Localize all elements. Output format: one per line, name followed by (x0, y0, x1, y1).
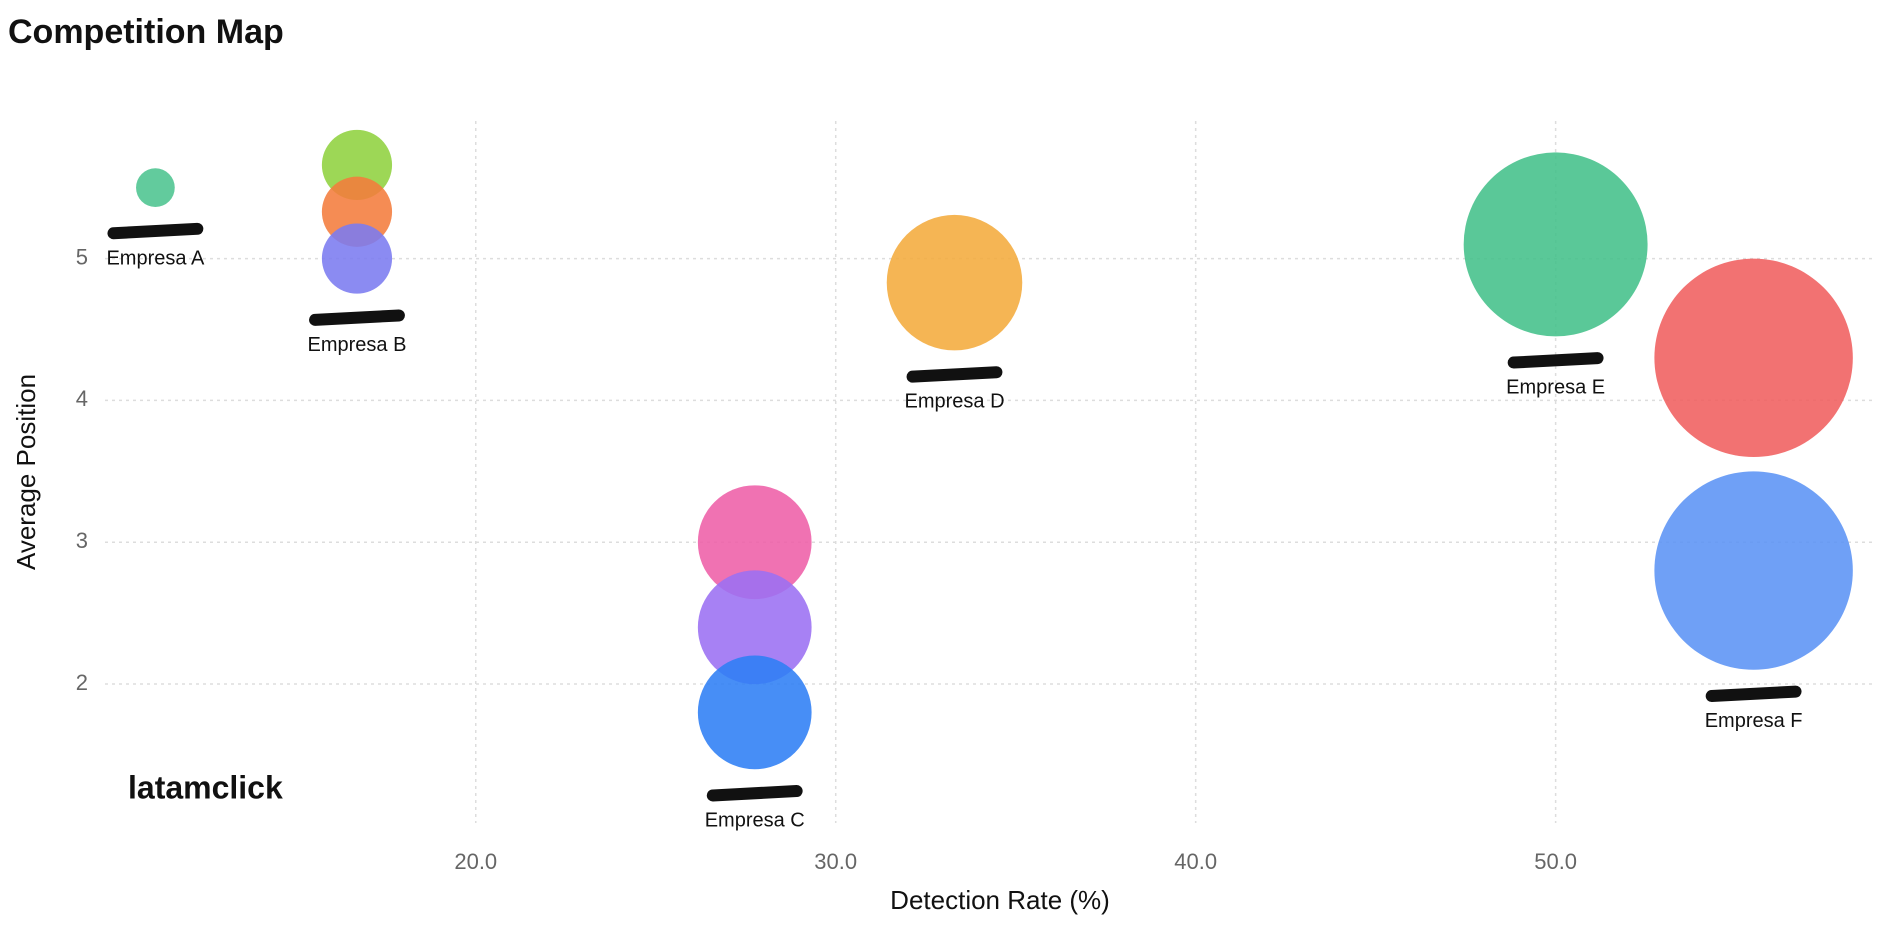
y-axis-title: Average Position (11, 374, 41, 570)
bubble (697, 655, 812, 770)
bubbles: Empresa A Empresa B Empresa C Empresa D Empr… (106, 129, 1853, 832)
x-tick-label: 40.0 (1174, 849, 1217, 874)
redaction (1507, 352, 1604, 369)
watermark: latamclick (128, 769, 283, 805)
bubble (697, 485, 812, 600)
bubble (136, 168, 175, 208)
bubble (1654, 258, 1853, 458)
bubble (1654, 471, 1853, 670)
bubble-label: Empresa E (1506, 377, 1605, 399)
bubble (1463, 152, 1648, 337)
redaction (309, 309, 405, 326)
redaction (906, 366, 1003, 383)
bubble (321, 223, 393, 294)
redaction (107, 222, 204, 240)
x-tick-label: 50.0 (1534, 849, 1577, 874)
x-axis-title: Detection Rate (%) (890, 885, 1110, 915)
x-tick-label: 30.0 (814, 849, 857, 874)
bubble-label: Empresa C (705, 810, 805, 832)
chart-title: Competition Map (8, 13, 284, 51)
bubble-label: Empresa A (106, 247, 204, 269)
bubble (886, 214, 1023, 351)
y-tick-label: 2 (76, 670, 88, 695)
y-tick-label: 5 (76, 244, 88, 269)
redaction (706, 785, 803, 802)
y-tick-label: 3 (76, 528, 88, 553)
bubble-label: Empresa B (308, 334, 407, 356)
redaction (1705, 685, 1802, 702)
bubble-label: Empresa D (904, 391, 1004, 413)
y-tick-label: 4 (76, 386, 88, 411)
grid (105, 121, 1876, 823)
x-tick-label: 20.0 (454, 849, 497, 874)
bubble (697, 570, 812, 685)
bubble-label: Empresa F (1705, 710, 1803, 732)
